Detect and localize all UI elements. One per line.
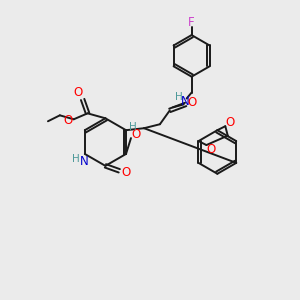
Text: O: O — [131, 128, 140, 141]
Text: O: O — [207, 142, 216, 155]
Text: H: H — [129, 122, 137, 132]
Text: N: N — [181, 95, 190, 108]
Text: O: O — [63, 114, 72, 127]
Text: H: H — [175, 92, 183, 101]
Text: O: O — [187, 96, 196, 109]
Text: O: O — [73, 86, 82, 99]
Text: F: F — [188, 16, 195, 29]
Text: N: N — [80, 155, 88, 168]
Text: O: O — [226, 116, 235, 129]
Text: O: O — [122, 166, 131, 179]
Text: H: H — [72, 154, 80, 164]
